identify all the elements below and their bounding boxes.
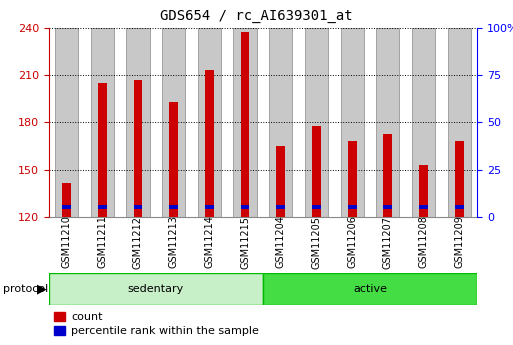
- Bar: [312, 205, 321, 209]
- Bar: [62, 205, 71, 209]
- Bar: [169, 102, 178, 217]
- Text: active: active: [353, 284, 387, 294]
- Bar: [205, 205, 214, 209]
- Bar: [277, 146, 285, 217]
- Bar: [341, 28, 364, 217]
- Bar: [419, 165, 428, 217]
- Bar: [277, 205, 285, 209]
- Text: GSM11205: GSM11205: [311, 216, 322, 269]
- Bar: [55, 28, 78, 217]
- Bar: [412, 28, 435, 217]
- Bar: [162, 28, 185, 217]
- Text: GSM11212: GSM11212: [133, 216, 143, 269]
- Text: sedentary: sedentary: [128, 284, 184, 294]
- Bar: [98, 83, 107, 217]
- Text: GSM11206: GSM11206: [347, 216, 357, 268]
- Bar: [383, 205, 392, 209]
- Bar: [269, 28, 292, 217]
- Bar: [241, 32, 249, 217]
- Text: GSM11211: GSM11211: [97, 216, 107, 268]
- Bar: [305, 28, 328, 217]
- Bar: [455, 141, 464, 217]
- Text: GDS654 / rc_AI639301_at: GDS654 / rc_AI639301_at: [160, 9, 353, 23]
- Bar: [91, 28, 114, 217]
- Bar: [49, 273, 263, 305]
- Bar: [419, 205, 428, 209]
- Text: GSM11210: GSM11210: [62, 216, 72, 268]
- Bar: [348, 205, 357, 209]
- Text: protocol: protocol: [3, 284, 48, 294]
- Bar: [169, 205, 178, 209]
- Text: ▶: ▶: [37, 283, 47, 295]
- Text: GSM11208: GSM11208: [419, 216, 428, 268]
- Bar: [241, 205, 249, 209]
- Bar: [133, 80, 143, 217]
- Bar: [233, 28, 256, 217]
- Bar: [198, 28, 221, 217]
- Text: GSM11207: GSM11207: [383, 216, 393, 269]
- Bar: [62, 183, 71, 217]
- Text: GSM11213: GSM11213: [169, 216, 179, 268]
- Text: GSM11204: GSM11204: [276, 216, 286, 268]
- Text: GSM11209: GSM11209: [454, 216, 464, 268]
- Bar: [98, 205, 107, 209]
- Bar: [383, 134, 392, 217]
- Bar: [263, 273, 477, 305]
- Bar: [376, 28, 400, 217]
- Bar: [455, 205, 464, 209]
- Bar: [126, 28, 150, 217]
- Bar: [348, 141, 357, 217]
- Text: GSM11214: GSM11214: [204, 216, 214, 268]
- Bar: [312, 126, 321, 217]
- Legend: count, percentile rank within the sample: count, percentile rank within the sample: [54, 312, 259, 336]
- Text: GSM11215: GSM11215: [240, 216, 250, 269]
- Bar: [205, 70, 214, 217]
- Bar: [133, 205, 143, 209]
- Bar: [448, 28, 471, 217]
